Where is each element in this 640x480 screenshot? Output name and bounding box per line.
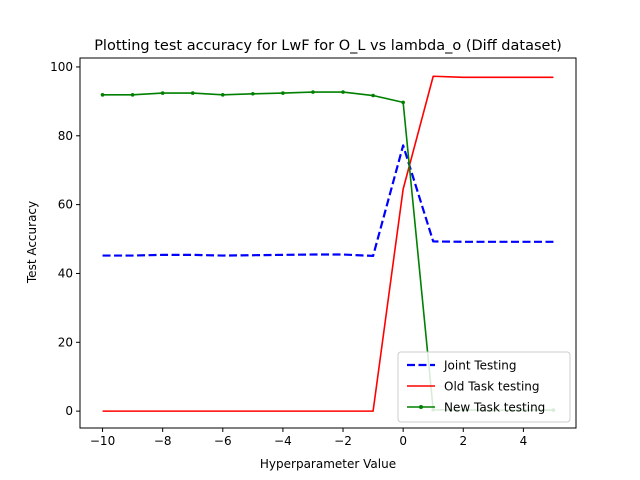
series-2-point-8 [341, 90, 345, 94]
y-tick-label: 0 [65, 404, 73, 418]
series-line-0 [102, 144, 554, 258]
series-2-point-3 [190, 91, 195, 95]
series-2-point-2 [160, 91, 165, 95]
y-tick-label: 40 [58, 266, 73, 280]
x-tick-label: −4 [274, 434, 292, 448]
x-tick-label: −6 [214, 434, 232, 448]
x-tick-label: −8 [154, 434, 172, 448]
y-tick-label: 80 [58, 129, 73, 143]
series-2-point-7 [311, 90, 315, 94]
axes-frame [79, 57, 577, 429]
legend-marker-2 [419, 405, 423, 409]
series-2-point-4 [220, 93, 225, 97]
series-2-point-5 [251, 91, 255, 96]
y-axis-label: Test Accuracy [25, 201, 39, 284]
legend-label-2: New Task testing [444, 401, 545, 415]
legend-label-1: Old Task testing [444, 380, 540, 394]
legend-label-0: Joint Testing [443, 359, 517, 373]
series-2-point-9 [371, 93, 375, 98]
y-tick-label: 20 [58, 335, 73, 349]
x-tick-label: −10 [90, 434, 115, 448]
y-tick-label: 60 [58, 198, 73, 212]
chart-title: Plotting test accuracy for LwF for O_L v… [94, 38, 562, 54]
x-tick-label: 4 [520, 434, 528, 448]
series-2-point-10 [401, 100, 405, 105]
x-tick-label: 0 [399, 434, 407, 448]
series-2-point-0 [100, 93, 105, 97]
x-axis-label: Hyperparameter Value [260, 457, 396, 471]
series-2-point-1 [130, 93, 135, 97]
y-tick-label: 100 [50, 60, 73, 74]
x-tick-label: 2 [459, 434, 467, 448]
x-tick-label: −2 [334, 434, 352, 448]
legend-box [397, 351, 571, 423]
series-2-point-6 [281, 91, 285, 95]
legend: Joint Testing Old Task testing New Task te… [397, 351, 571, 423]
series-line-1 [102, 75, 554, 412]
